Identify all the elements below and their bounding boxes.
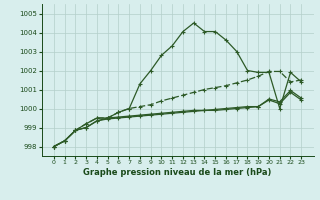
- X-axis label: Graphe pression niveau de la mer (hPa): Graphe pression niveau de la mer (hPa): [84, 168, 272, 177]
